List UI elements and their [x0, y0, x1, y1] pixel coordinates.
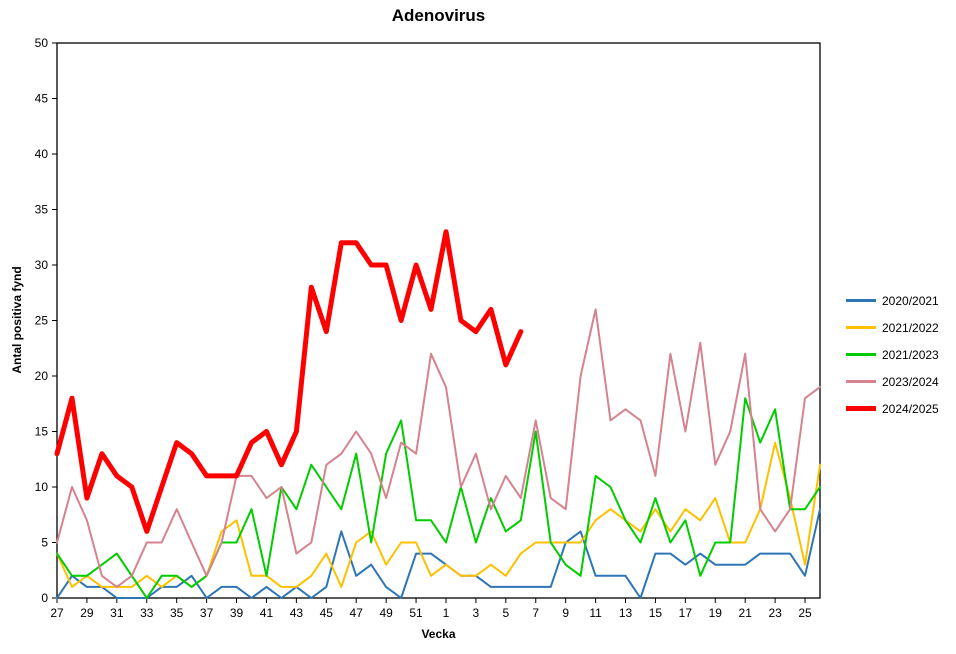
legend-line-swatch	[846, 353, 876, 356]
x-axis-tick-label: 45	[320, 606, 334, 620]
y-axis-tick-label: 10	[35, 480, 49, 494]
x-axis-tick-label: 19	[709, 606, 723, 620]
y-axis-tick-label: 45	[35, 92, 49, 106]
legend-label: 2024/2025	[882, 401, 939, 416]
y-axis-tick-label: 20	[35, 369, 49, 383]
y-axis-tick-label: 25	[35, 314, 49, 328]
legend-line-swatch	[846, 406, 876, 411]
plot-area-border	[56, 42, 821, 599]
legend-item-2021-2023: 2021/2023	[846, 341, 939, 368]
x-axis-tick-label: 17	[679, 606, 693, 620]
legend-item-2023-2024: 2023/2024	[846, 368, 939, 395]
x-axis-tick-label: 1	[443, 606, 450, 620]
y-axis-tick-label: 50	[35, 36, 49, 50]
x-axis-tick-label: 29	[80, 606, 94, 620]
legend-label: 2021/2022	[882, 320, 939, 335]
x-axis-tick-label: 23	[768, 606, 782, 620]
legend-line-swatch	[846, 380, 876, 383]
chart-title: Adenovirus	[391, 6, 486, 25]
legend-item-2021-2022: 2021/2022	[846, 314, 939, 341]
x-axis-tick-label: 21	[739, 606, 753, 620]
legend-label: 2023/2024	[882, 374, 939, 389]
x-axis-tick-label: 13	[619, 606, 633, 620]
x-axis-tick-label: 9	[562, 606, 569, 620]
y-axis-tick-label: 30	[35, 258, 49, 272]
x-axis-tick-label: 33	[140, 606, 154, 620]
x-axis-tick-label: 27	[50, 606, 64, 620]
x-axis-tick-label: 41	[260, 606, 274, 620]
x-axis-tick-label: 49	[379, 606, 393, 620]
x-axis-tick-label: 47	[350, 606, 364, 620]
y-axis-tick-label: 5	[41, 536, 48, 550]
y-axis-tick-label: 40	[35, 147, 49, 161]
x-axis-tick-label: 3	[473, 606, 480, 620]
x-axis-tick-label: 51	[409, 606, 423, 620]
x-axis-tick-label: 7	[532, 606, 539, 620]
y-axis-tick-label: 0	[41, 591, 48, 605]
x-axis-tick-label: 43	[290, 606, 304, 620]
legend-item-2024-2025: 2024/2025	[846, 395, 939, 422]
legend-line-swatch	[846, 299, 876, 302]
x-axis-tick-label: 39	[230, 606, 244, 620]
x-axis-title: Vecka	[421, 627, 456, 641]
y-axis-tick-label: 35	[35, 203, 49, 217]
x-axis-tick-label: 11	[589, 606, 602, 620]
legend-label: 2021/2023	[882, 347, 939, 362]
legend-item-2020-2021: 2020/2021	[846, 287, 939, 314]
y-axis-tick-label: 15	[35, 425, 49, 439]
series-line-2023-2024	[56, 308, 821, 588]
chart-legend: 2020/2021 2021/2022 2021/2023 2023/2024 2024…	[846, 287, 939, 422]
x-axis-tick-label: 35	[170, 606, 184, 620]
series-line-2021-2023	[56, 397, 821, 599]
x-axis-tick-label: 37	[200, 606, 214, 620]
x-axis-tick-label: 5	[502, 606, 509, 620]
x-axis-tick-label: 31	[110, 606, 124, 620]
legend-line-swatch	[846, 326, 876, 329]
x-axis-tick-label: 25	[798, 606, 812, 620]
x-axis-tick-label: 15	[649, 606, 663, 620]
series-line-2024-2025	[54, 229, 524, 534]
legend-label: 2020/2021	[882, 293, 939, 308]
